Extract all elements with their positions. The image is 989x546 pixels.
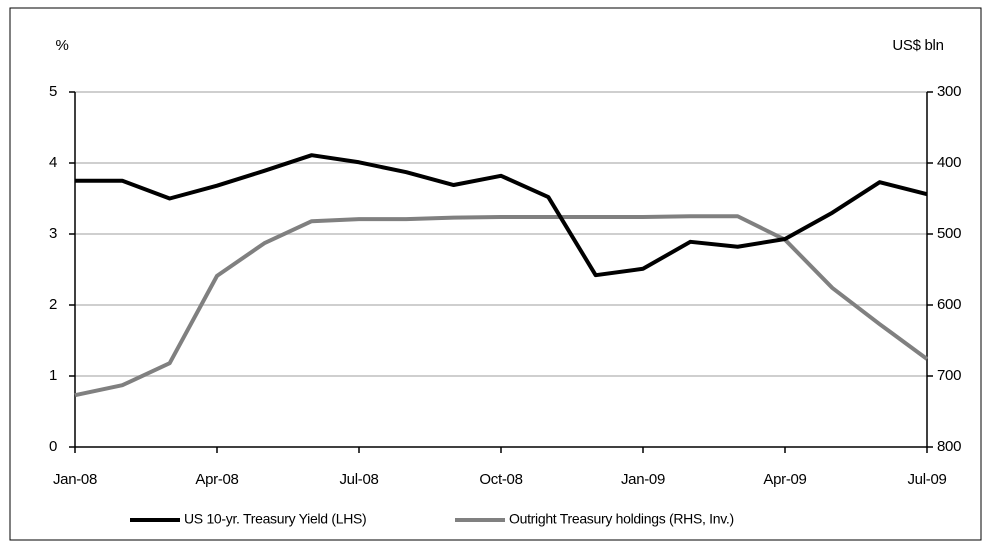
y-tick-label: 5 bbox=[49, 83, 57, 100]
y2-axis-label: US$ bln bbox=[892, 37, 943, 54]
x-tick-label: Jan-09 bbox=[621, 471, 665, 488]
y2-tick-label: 700 bbox=[937, 367, 961, 384]
y-tick-label: 3 bbox=[49, 225, 57, 242]
y-axis-label: % bbox=[55, 37, 68, 54]
y2-tick-label: 800 bbox=[937, 438, 961, 455]
y-tick-label: 1 bbox=[49, 367, 57, 384]
y2-tick-label: 300 bbox=[937, 83, 961, 100]
y2-tick-label: 400 bbox=[937, 154, 961, 171]
x-tick-label: Apr-09 bbox=[763, 471, 806, 488]
x-tick-label: Jul-08 bbox=[339, 471, 378, 488]
y2-tick-label: 500 bbox=[937, 225, 961, 242]
frame bbox=[9, 7, 982, 541]
legend-label: US 10-yr. Treasury Yield (LHS) bbox=[184, 511, 366, 527]
y-tick-label: 0 bbox=[49, 438, 57, 455]
y2-tick-label: 600 bbox=[937, 296, 961, 313]
x-tick-label: Oct-08 bbox=[479, 471, 522, 488]
series-line bbox=[75, 153, 928, 278]
x-tick-label: Jan-08 bbox=[53, 471, 97, 488]
x-tick-label: Jul-09 bbox=[907, 471, 946, 488]
legend-label: Outright Treasury holdings (RHS, Inv.) bbox=[509, 511, 734, 527]
y-tick-label: 2 bbox=[49, 296, 57, 313]
y-tick-label: 4 bbox=[49, 154, 57, 171]
x-tick-label: Apr-08 bbox=[195, 471, 238, 488]
